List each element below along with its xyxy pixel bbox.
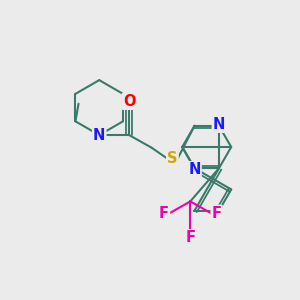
Text: O: O xyxy=(123,94,135,109)
Text: F: F xyxy=(212,206,222,221)
Text: N: N xyxy=(188,162,201,177)
Text: N: N xyxy=(93,128,105,142)
Text: F: F xyxy=(159,206,169,221)
Text: F: F xyxy=(185,230,195,245)
Text: S: S xyxy=(167,151,178,166)
Text: N: N xyxy=(213,117,225,132)
